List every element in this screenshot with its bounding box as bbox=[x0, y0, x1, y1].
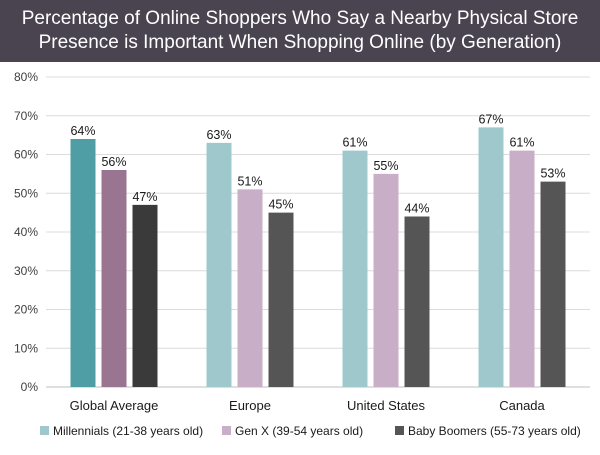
bar bbox=[373, 173, 399, 387]
bar bbox=[70, 139, 96, 387]
legend-swatch bbox=[40, 426, 49, 435]
data-label: 53% bbox=[540, 167, 565, 181]
category-label: Canada bbox=[499, 398, 545, 413]
legend: Millennials (21-38 years old) Gen X (39-5… bbox=[40, 424, 581, 438]
chart-title-line-1: Percentage of Online Shoppers Who Say a … bbox=[21, 8, 579, 29]
bar bbox=[342, 150, 368, 387]
y-tick-label: 20% bbox=[14, 303, 38, 317]
y-tick-label: 0% bbox=[21, 380, 39, 394]
legend-swatch bbox=[395, 426, 404, 435]
bar bbox=[268, 212, 294, 387]
y-tick-label: 60% bbox=[14, 148, 38, 162]
bar-chart: 0% 10% 20% 30% 40% 50% 60% 70% 80% 64% 56% 47% 63% 5… bbox=[14, 70, 590, 438]
data-label: 63% bbox=[206, 128, 231, 142]
bars bbox=[70, 127, 566, 387]
bar bbox=[101, 170, 127, 387]
bar bbox=[509, 150, 535, 387]
y-tick-label: 80% bbox=[14, 70, 38, 84]
data-label: 47% bbox=[132, 190, 157, 204]
y-tick-label: 70% bbox=[14, 109, 38, 123]
data-label: 61% bbox=[342, 136, 367, 150]
data-label: 67% bbox=[478, 112, 503, 126]
bar bbox=[206, 142, 232, 387]
bar bbox=[237, 189, 263, 387]
legend-label: Baby Boomers (55-73 years old) bbox=[408, 424, 581, 438]
bar bbox=[132, 204, 158, 387]
bar bbox=[478, 127, 504, 387]
chart-title-line-2: Presence is Important When Shopping Onli… bbox=[38, 32, 562, 53]
y-tick-label: 40% bbox=[14, 225, 38, 239]
data-label: 44% bbox=[404, 202, 429, 216]
data-label: 51% bbox=[237, 174, 262, 188]
y-axis-ticks: 0% 10% 20% 30% 40% 50% 60% 70% 80% bbox=[14, 70, 38, 394]
data-labels: 64% 56% 47% 63% 51% 45% 61% 55% 44% 67% 61% 53% bbox=[70, 112, 565, 215]
category-label: Europe bbox=[229, 398, 271, 413]
data-label: 45% bbox=[268, 198, 293, 212]
data-label: 55% bbox=[373, 159, 398, 173]
data-label: 61% bbox=[509, 136, 534, 150]
bar bbox=[540, 181, 566, 387]
y-tick-label: 10% bbox=[14, 341, 38, 355]
data-label: 56% bbox=[101, 155, 126, 169]
data-label: 64% bbox=[70, 124, 95, 138]
legend-label: Gen X (39-54 years old) bbox=[235, 424, 363, 438]
chart-title: Percentage of Online Shoppers Who Say a … bbox=[0, 0, 600, 62]
category-labels: Global Average Europe United States Canada bbox=[70, 398, 546, 413]
legend-swatch bbox=[222, 426, 231, 435]
y-tick-label: 30% bbox=[14, 264, 38, 278]
category-label: United States bbox=[347, 398, 426, 413]
bar bbox=[404, 216, 430, 387]
legend-label: Millennials (21-38 years old) bbox=[53, 424, 203, 438]
category-label: Global Average bbox=[70, 398, 159, 413]
y-tick-label: 50% bbox=[14, 186, 38, 200]
gridlines bbox=[46, 76, 590, 388]
